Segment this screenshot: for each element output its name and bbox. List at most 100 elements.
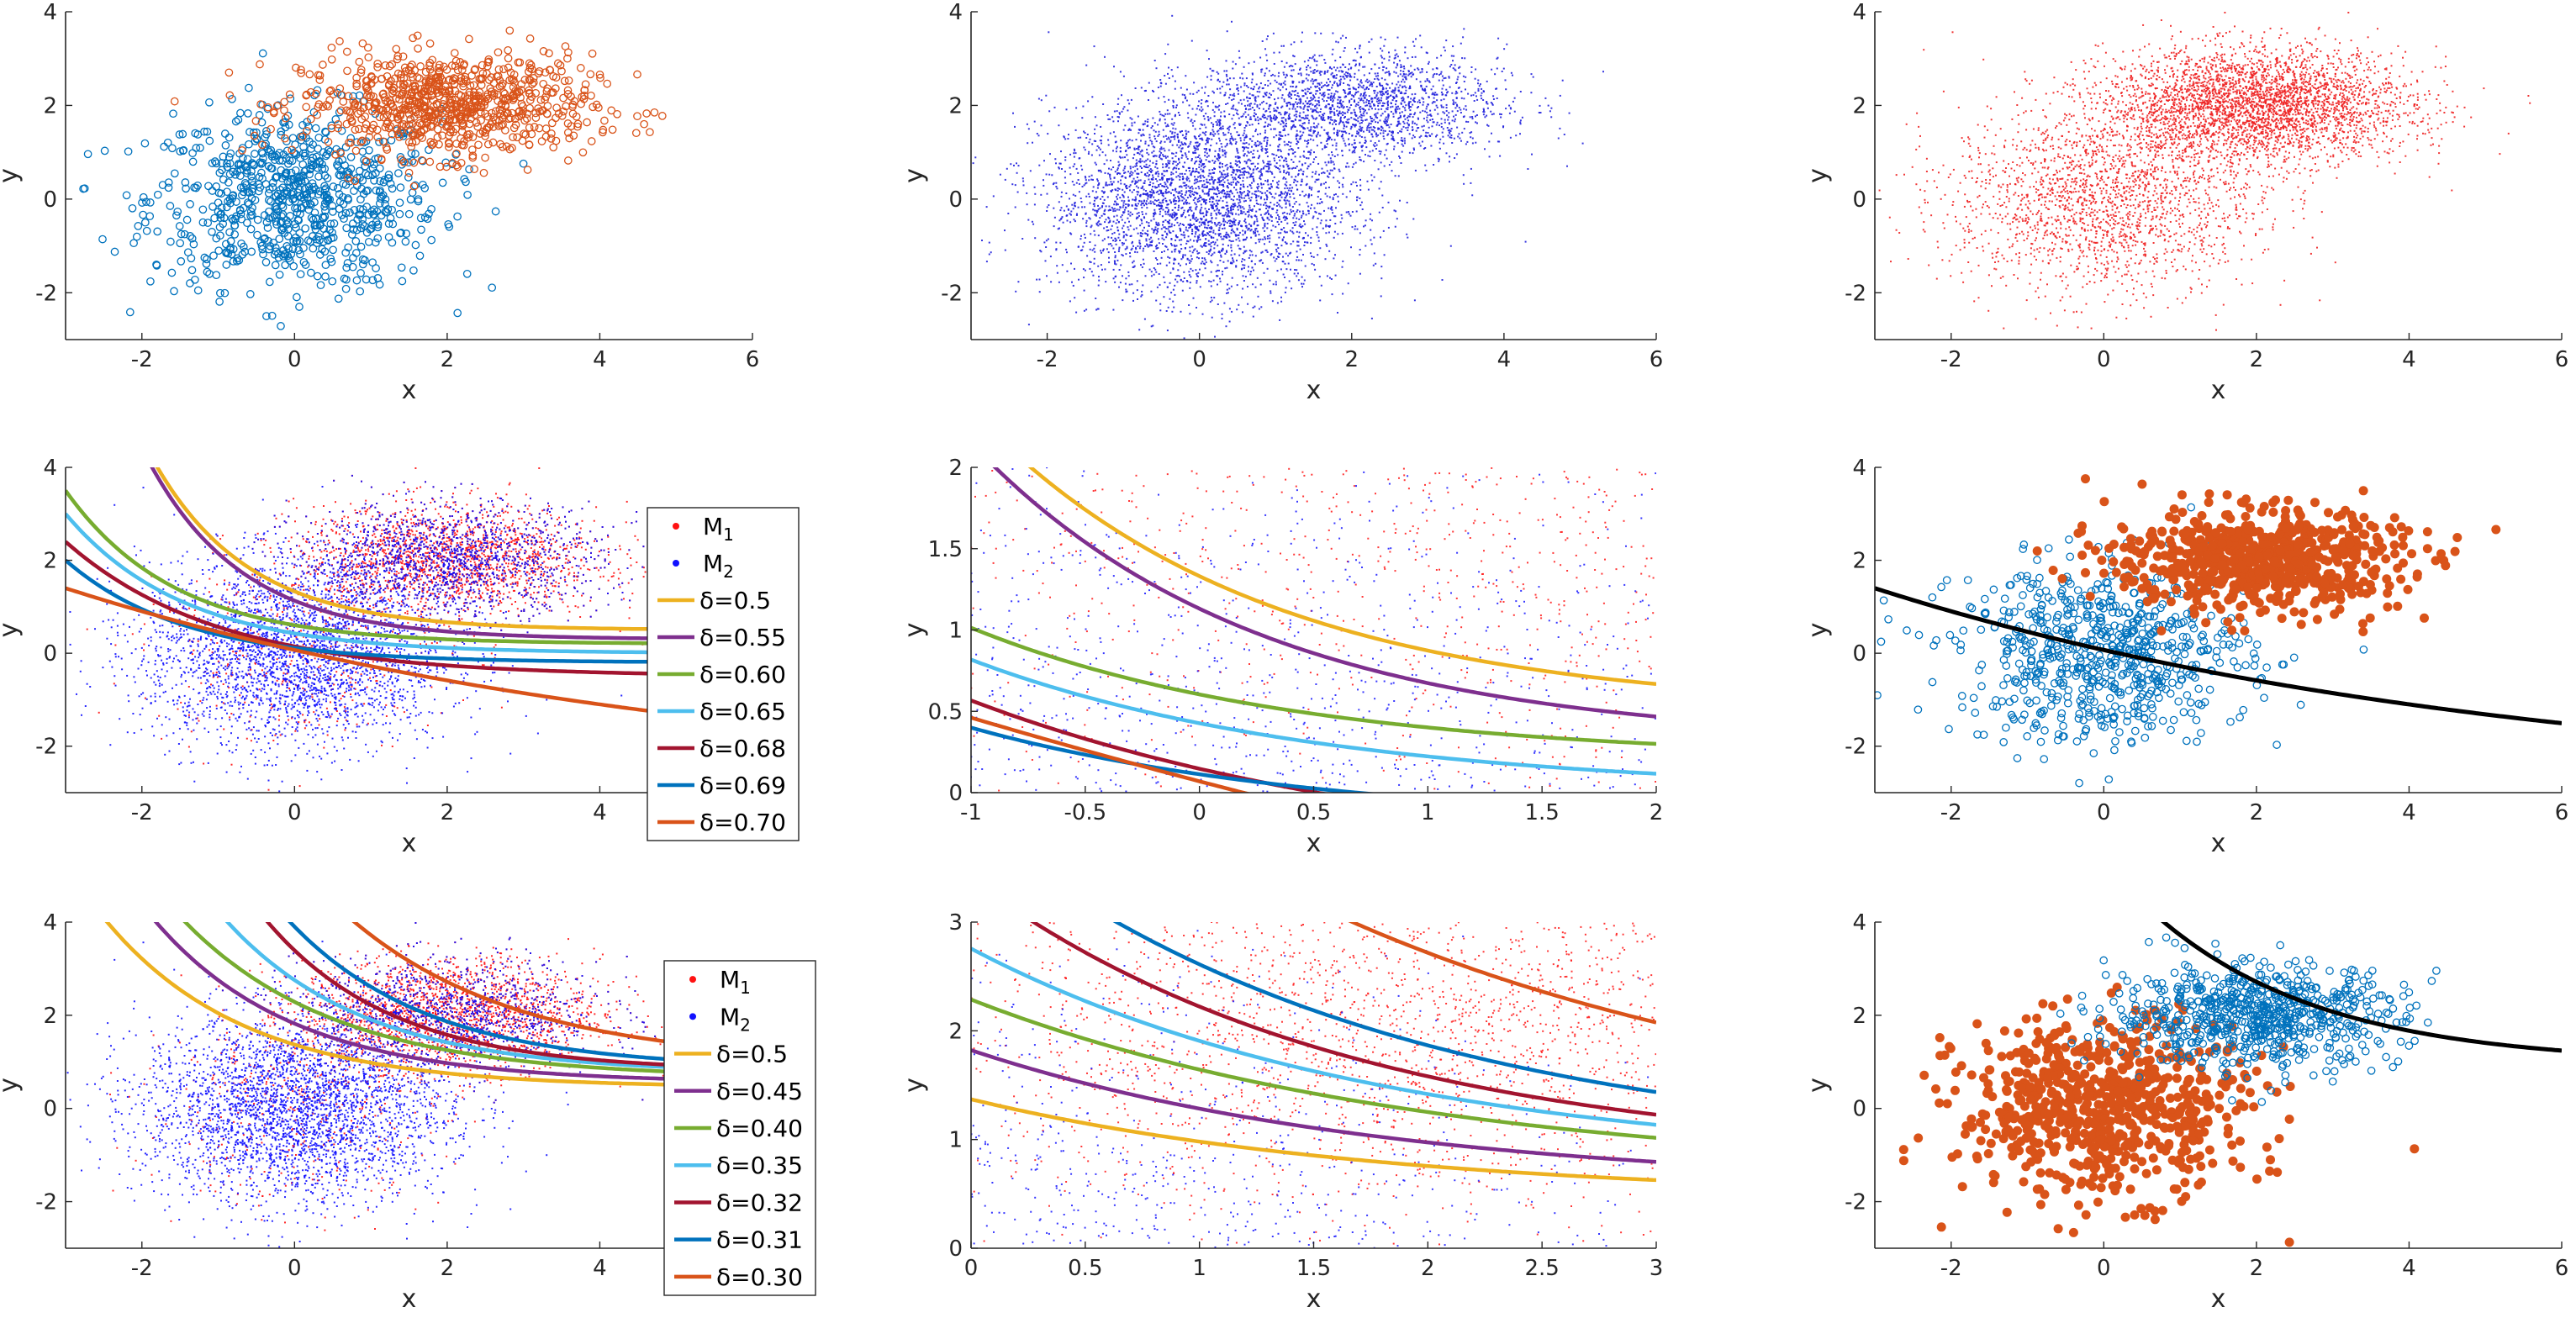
data-point	[1211, 204, 1214, 207]
data-point	[1259, 155, 1261, 157]
data-point	[536, 107, 544, 116]
data-point	[1189, 194, 1190, 197]
data-point	[1218, 104, 1221, 107]
data-point	[278, 156, 287, 165]
data-point	[1164, 170, 1166, 172]
data-point	[1201, 313, 1204, 315]
data-point	[1159, 202, 1162, 204]
data-point	[529, 78, 538, 87]
data-point	[1222, 214, 1225, 217]
data-point	[1207, 161, 1210, 163]
data-point	[1242, 177, 1244, 179]
data-point	[1190, 160, 1193, 161]
data-point	[1090, 154, 1093, 156]
data-point	[1269, 237, 1271, 240]
data-point	[1058, 167, 1060, 170]
data-point	[362, 119, 371, 129]
data-point	[1281, 156, 1284, 159]
data-point	[1111, 207, 1113, 209]
data-point	[541, 132, 551, 141]
data-point	[470, 66, 479, 75]
data-point	[1246, 236, 1248, 239]
data-point	[1140, 187, 1143, 189]
data-point	[1142, 233, 1144, 235]
data-point	[1201, 184, 1204, 187]
data-point	[1129, 146, 1131, 149]
data-point	[1123, 106, 1126, 108]
data-point	[425, 209, 433, 219]
data-point	[1138, 129, 1141, 131]
data-point	[1238, 102, 1240, 104]
data-point	[1122, 195, 1125, 198]
data-point	[508, 144, 516, 152]
data-point	[1066, 251, 1068, 254]
data-point	[1130, 235, 1132, 237]
data-point	[1095, 140, 1097, 142]
data-point	[1226, 191, 1228, 193]
y-tick-label: 4	[43, 0, 57, 25]
data-point	[1345, 211, 1348, 214]
data-point	[216, 210, 224, 219]
data-point	[344, 243, 353, 252]
data-point	[1131, 124, 1133, 127]
data-point	[1203, 192, 1206, 195]
data-point	[1129, 166, 1132, 168]
data-point	[1284, 187, 1286, 190]
data-point	[1157, 246, 1159, 249]
data-point	[1175, 258, 1177, 261]
data-point	[310, 221, 319, 230]
data-point	[1271, 216, 1273, 219]
data-point	[302, 201, 311, 209]
data-point	[1232, 94, 1234, 97]
data-point	[1212, 208, 1214, 209]
data-point	[516, 93, 525, 102]
data-point	[1207, 155, 1210, 157]
data-point	[1289, 196, 1291, 198]
data-point	[1289, 187, 1291, 189]
data-point	[513, 133, 522, 142]
data-point	[1242, 150, 1244, 152]
data-point	[356, 138, 366, 146]
data-point	[1127, 275, 1130, 277]
data-point	[245, 83, 253, 92]
data-point	[1138, 212, 1140, 214]
data-point	[208, 187, 217, 195]
data-point	[1317, 190, 1319, 192]
data-point	[1149, 181, 1152, 183]
data-point	[1303, 195, 1306, 198]
data-point	[1185, 138, 1187, 140]
data-point	[445, 140, 453, 148]
data-point	[1338, 186, 1340, 188]
data-point	[1256, 277, 1259, 279]
data-point	[1122, 227, 1123, 229]
data-point	[288, 145, 297, 155]
data-point	[435, 92, 444, 101]
data-point	[1079, 250, 1082, 251]
data-point	[1217, 269, 1218, 272]
data-point	[1222, 273, 1223, 276]
data-point	[1330, 207, 1333, 209]
data-point	[1056, 265, 1058, 267]
data-point	[1205, 199, 1207, 201]
data-point	[1167, 191, 1169, 193]
data-point	[1267, 235, 1269, 238]
data-point	[1249, 168, 1252, 171]
data-point	[1151, 151, 1153, 154]
data-point	[1113, 177, 1116, 179]
data-point	[1172, 288, 1175, 291]
data-point	[245, 290, 255, 298]
data-point	[1136, 161, 1138, 164]
data-point	[1135, 227, 1138, 229]
data-point	[1185, 203, 1188, 205]
data-point	[1211, 198, 1214, 200]
data-point	[1236, 112, 1238, 114]
data-point	[1175, 187, 1177, 190]
data-point	[1311, 134, 1313, 137]
data-point	[541, 92, 550, 102]
data-point	[322, 230, 331, 239]
data-point	[361, 161, 370, 171]
x-axis-label: x	[402, 376, 417, 405]
data-point	[1089, 261, 1091, 263]
data-point	[1148, 268, 1151, 271]
data-point	[1205, 261, 1207, 264]
